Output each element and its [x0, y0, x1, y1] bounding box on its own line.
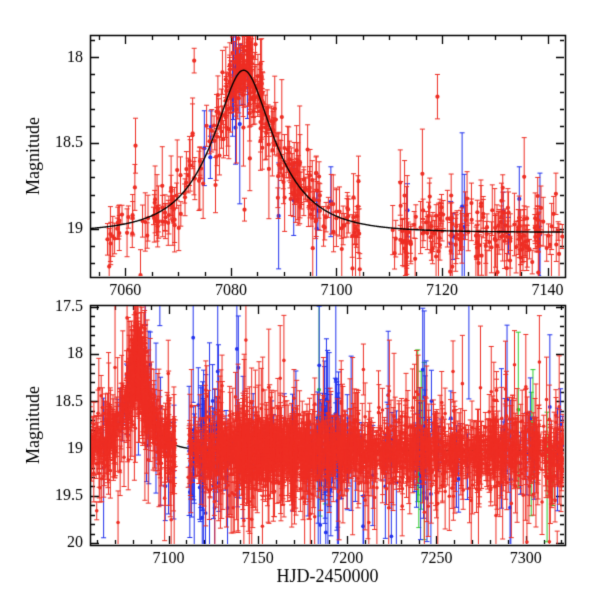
light-curve-canvas — [0, 0, 600, 600]
light-curve-figure — [0, 0, 600, 600]
